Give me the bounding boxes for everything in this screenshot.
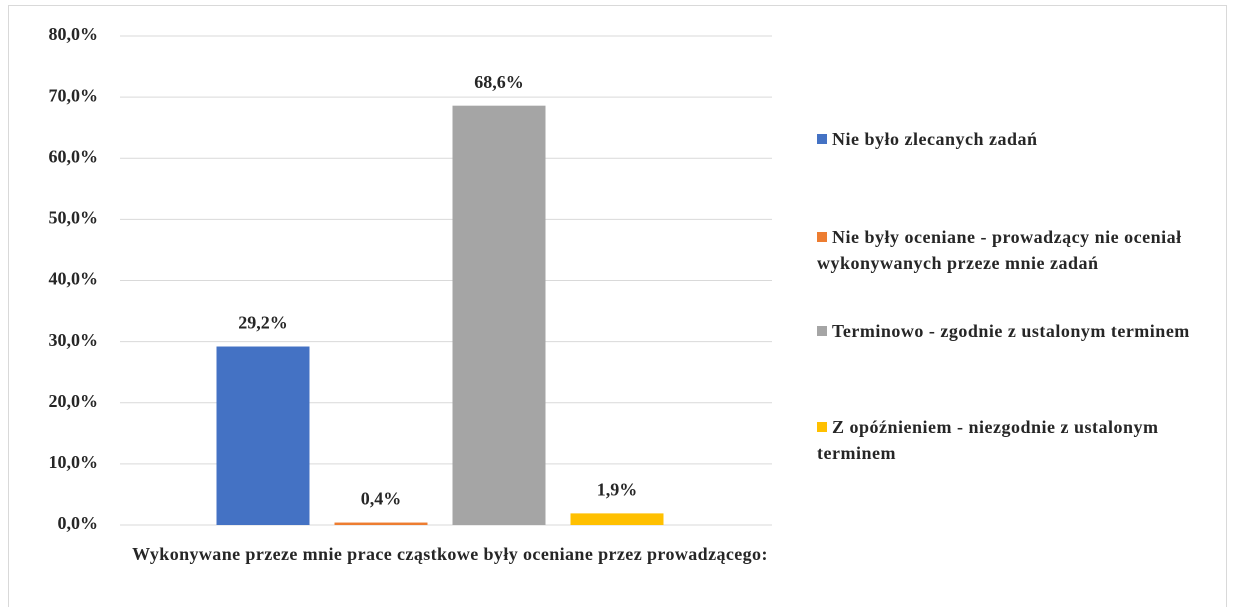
- y-tick-label: 50,0%: [49, 208, 99, 228]
- legend-label: Nie było zlecanych zadań: [832, 129, 1038, 149]
- y-tick-label: 70,0%: [49, 85, 99, 105]
- bar: [570, 513, 664, 525]
- y-tick-label: 20,0%: [49, 391, 99, 411]
- legend-swatch: [817, 232, 827, 242]
- legend-label: Nie były oceniane - prowadzący nie oceni…: [817, 227, 1182, 273]
- legend-item: Z opóźnieniem - niezgodnie z ustalonym t…: [817, 414, 1197, 466]
- legend-label: Z opóźnieniem - niezgodnie z ustalonym t…: [817, 417, 1159, 463]
- y-tick-label: 30,0%: [49, 330, 99, 350]
- legend-swatch: [817, 326, 827, 336]
- legend-swatch: [817, 134, 827, 144]
- data-label: 68,6%: [474, 72, 524, 92]
- legend-swatch: [817, 422, 827, 432]
- y-tick-label: 10,0%: [49, 452, 99, 472]
- y-tick-label: 0,0%: [58, 513, 99, 533]
- bar: [216, 346, 310, 525]
- y-tick-label: 80,0%: [49, 24, 99, 44]
- legend-label: Terminowo - zgodnie z ustalonym terminem: [832, 321, 1190, 341]
- chart-frame: [8, 5, 1227, 607]
- y-tick-label: 60,0%: [49, 146, 99, 166]
- data-label: 1,9%: [597, 480, 638, 500]
- bar: [334, 522, 428, 525]
- legend-item: Nie były oceniane - prowadzący nie oceni…: [817, 224, 1197, 276]
- data-label: 29,2%: [238, 313, 288, 333]
- legend-item: Nie było zlecanych zadań: [817, 126, 1197, 152]
- legend-item: Terminowo - zgodnie z ustalonym terminem: [817, 318, 1197, 344]
- data-label: 0,4%: [361, 489, 402, 509]
- y-tick-label: 40,0%: [49, 269, 99, 289]
- x-tick-label: Wykonywane przeze mnie prace cząstkowe b…: [132, 544, 768, 564]
- bar: [452, 105, 546, 526]
